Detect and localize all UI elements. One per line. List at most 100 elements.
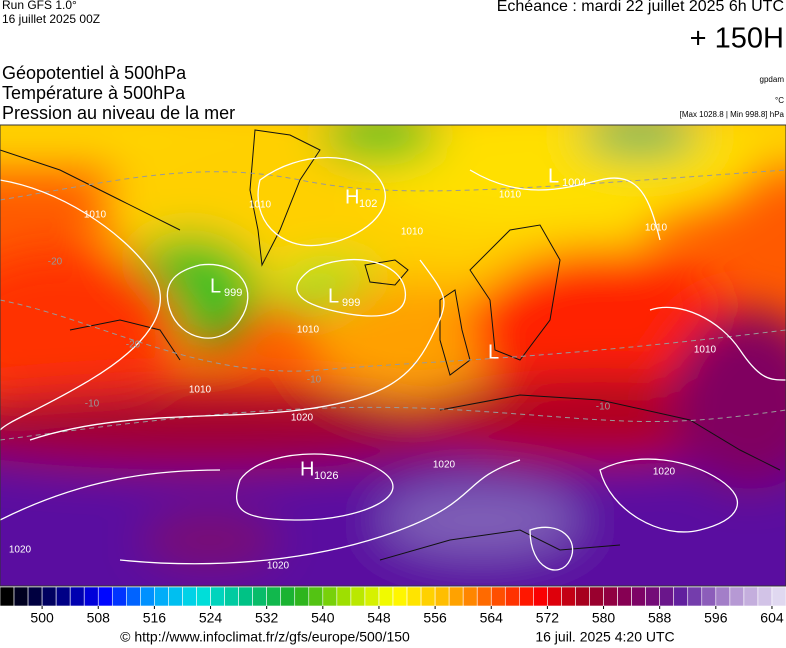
scale-box [406,586,422,607]
scale-tick-label: 516 [143,610,167,626]
scale-box [448,586,464,607]
scale-box [476,586,492,607]
scale-box [350,586,366,607]
scale-box [743,586,759,607]
scale-box [364,586,380,607]
isobar-label: 1020 [291,413,314,424]
center-letter: L [488,341,499,363]
isobars [0,156,786,571]
scale-box [631,586,646,607]
scale-tick-label: 508 [87,610,111,626]
source: © http://www.infoclimat.fr/z/gfs/europe/… [120,629,410,645]
scale-tick-label: 572 [536,610,560,626]
field-shading [0,125,786,586]
isobar-label: 1010 [189,385,212,396]
scale-box [603,586,618,607]
scale-box [490,586,506,607]
scale-box [266,586,282,607]
map-frame [0,124,786,587]
scale-box [561,586,576,607]
scale-tick-label: 548 [367,610,391,626]
scale-box [687,586,703,607]
center-value: 102 [359,198,377,210]
scale-box [434,586,450,607]
scale-box [617,586,632,607]
scale-box [378,586,394,607]
scale-box [294,586,310,607]
center-value: 999 [342,297,360,309]
scale-box [111,586,127,607]
isobar-label: 1010 [499,190,522,201]
scale-box [533,586,548,607]
scale-box [462,586,478,607]
scale-box [715,586,731,607]
scale-box [308,586,324,607]
scale-box [589,586,604,607]
valid-time: Echéance : mardi 22 juillet 2025 6h UTC [497,0,784,15]
isobar-label: 1010 [249,200,272,211]
isobar-label: 1010 [297,325,320,336]
center-letter: H [345,186,359,208]
scale-box [238,586,253,607]
scale-box [196,586,211,607]
temperature-label: -10 [596,402,611,413]
scale-box [519,586,534,607]
scale-box [83,586,99,607]
temperature-label: -20 [126,340,141,351]
scale-box [504,586,520,607]
temperature-label: -20 [48,257,63,268]
scale-box [13,586,29,607]
scale-box [757,586,773,607]
center-letter: L [548,165,559,187]
scale-tick-label: 564 [480,610,504,626]
field: Pression au niveau de la mer [2,103,235,123]
isobar-label: 1010 [401,227,424,238]
scale-box [126,586,141,607]
scale-box [701,586,717,607]
scale-box [729,586,745,607]
isobar-label: 1020 [433,460,456,471]
scale-box [182,586,197,607]
scale-box [55,586,71,607]
scale-tick-label: 580 [592,610,616,626]
lead-time: + 150H [690,23,784,55]
scale-box [280,586,296,607]
center-letter: H [300,458,314,480]
isobar-label: 1020 [9,545,32,556]
scale-box [322,586,338,607]
scale-box [645,586,660,607]
scale-box [659,586,675,607]
scale-box [97,586,113,607]
isobar-label: 1020 [653,467,676,478]
generated: 16 juil. 2025 4:20 UTC [535,629,674,645]
scale-box [575,586,590,607]
center-letter: L [328,285,339,307]
field: Température à 500hPa [2,83,186,103]
unit: gpdam [760,75,785,84]
scale-tick-label: 596 [704,610,728,626]
isobar-label: 1010 [645,223,668,234]
scale-box [392,586,408,607]
run: Run GFS 1.0° [2,0,77,12]
isobar-label: 1020 [267,561,290,572]
scale-box [41,586,57,607]
scale-tick-label: 556 [423,610,447,626]
scale-box [336,586,352,607]
scale-box [547,586,562,607]
unit: °C [775,96,784,105]
scale-box [0,586,15,607]
scale-box [27,586,43,607]
scale-box [140,586,155,607]
scale-tick-label: 532 [255,610,279,626]
center-value: 1004 [562,177,586,189]
scale-box [224,586,239,607]
scale-tick-label: 524 [199,610,223,626]
scale-box [771,586,786,607]
scale-box [420,586,436,607]
temperature-label: -10 [307,375,322,386]
center-letter: L [210,275,221,297]
scale-box [210,586,225,607]
